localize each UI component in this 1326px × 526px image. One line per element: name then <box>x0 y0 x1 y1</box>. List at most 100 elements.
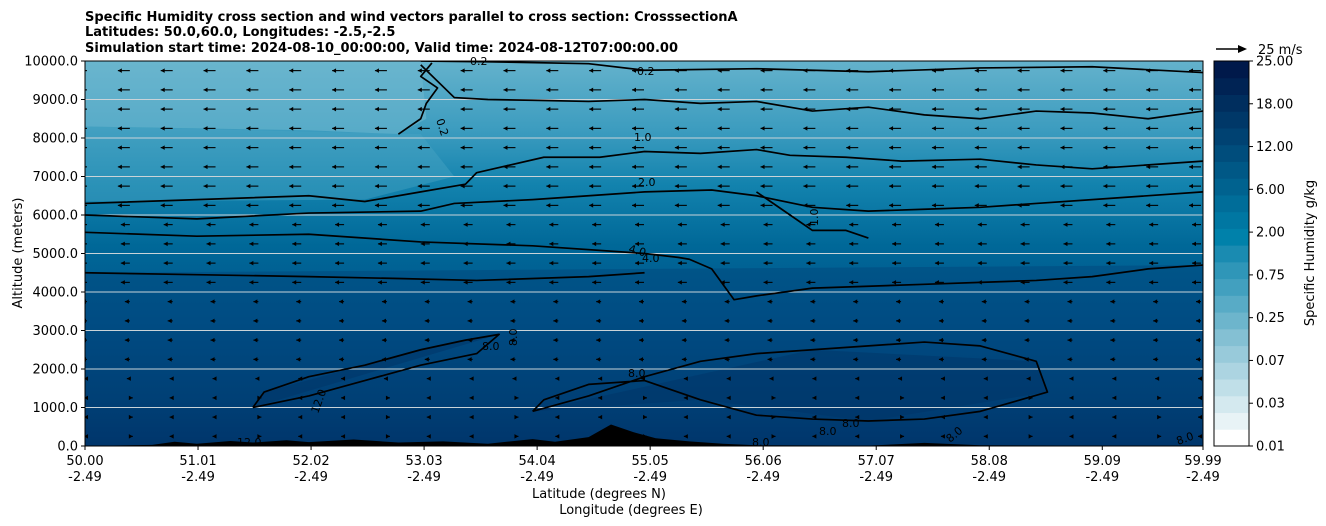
wind-vector-head <box>555 414 560 420</box>
wind-vector-head <box>760 183 765 189</box>
wind-vector-head <box>1189 164 1193 170</box>
wind-vector-head <box>1063 260 1068 266</box>
wind-vector-head <box>810 337 815 343</box>
contour-label: 1.0 <box>808 209 821 227</box>
wind-vector-head <box>160 183 165 189</box>
wind-vector-head <box>853 357 858 362</box>
wind-vector-head <box>1106 260 1111 266</box>
contour-label: 4.0 <box>642 252 660 265</box>
wind-vector-head <box>85 414 88 420</box>
x-tick-label-lon: -2.49 <box>1085 470 1119 485</box>
wind-vector-head <box>463 260 468 266</box>
wind-vector-head <box>892 260 897 266</box>
wind-vector-head <box>253 337 258 343</box>
wind-vector-head <box>717 145 722 150</box>
wind-vector-head <box>467 299 472 304</box>
wind-vector-head <box>803 183 808 189</box>
wind-vector-head <box>1067 318 1072 324</box>
wind-vector-head <box>767 299 772 304</box>
wind-vector-head <box>426 434 431 439</box>
wind-vector-head <box>771 395 776 401</box>
wind-vector-head <box>420 260 425 266</box>
wind-vector-head <box>938 299 943 304</box>
wind-vector-head <box>598 434 603 439</box>
wind-vector-head <box>210 337 215 343</box>
wind-vector-head <box>460 183 465 189</box>
wind-vector-head <box>210 357 215 362</box>
wind-vector-head <box>846 164 851 170</box>
wind-vector-head <box>1060 164 1065 170</box>
wind-vector-head <box>635 260 639 266</box>
wind-vector-head <box>940 395 945 401</box>
wind-vector-head <box>341 376 346 381</box>
wind-vector-head <box>460 126 465 131</box>
colorbar-band <box>1214 228 1249 246</box>
contour-line <box>755 191 869 239</box>
wind-vector-head <box>203 106 208 112</box>
wind-vector-head <box>855 376 860 381</box>
wind-vector-head <box>163 260 168 266</box>
wind-vector-head <box>377 222 382 227</box>
wind-vector-head <box>724 318 729 324</box>
wind-vector-head <box>332 68 337 73</box>
colorbar-band <box>1214 127 1249 146</box>
wind-vector-head <box>460 203 465 208</box>
wind-vector-head <box>1017 126 1022 131</box>
wind-vector-head <box>639 337 643 343</box>
wind-vector-head <box>717 164 722 170</box>
wind-vector-head <box>210 299 215 304</box>
x-tick-label-lon: -2.49 <box>294 470 328 485</box>
wind-vector-head <box>763 222 768 227</box>
wind-vector-head <box>1063 280 1068 285</box>
wind-vector-head <box>1189 68 1193 73</box>
wind-vector-head <box>889 68 894 73</box>
wind-vector-head <box>381 299 386 304</box>
wind-vector-head <box>374 106 379 112</box>
contour-line <box>85 189 1203 220</box>
wind-vector-head <box>763 260 768 266</box>
wind-vector-head <box>1024 357 1029 362</box>
wind-vector-head <box>767 337 772 343</box>
wind-vector-head <box>1020 280 1025 285</box>
wind-vector-head <box>503 164 508 170</box>
wind-vector-head <box>296 337 301 343</box>
wind-vector-head <box>463 241 468 247</box>
wind-vector-head <box>681 318 686 324</box>
wind-vector-head <box>889 164 894 170</box>
wind-vector-head <box>1028 395 1033 401</box>
wind-vector-head <box>592 222 597 227</box>
wind-vector-head <box>803 106 808 112</box>
wind-vector-head <box>934 260 939 266</box>
wind-vector-head <box>1192 280 1196 285</box>
wind-vector-head <box>128 414 133 420</box>
y-tick-label: 1000.0 <box>33 401 79 416</box>
wind-vector-head <box>846 68 851 73</box>
wind-vector-head <box>120 222 125 227</box>
wind-vector-head <box>889 126 894 131</box>
wind-vector-head <box>812 395 817 401</box>
wind-vector-head <box>120 241 125 247</box>
wind-vector-head <box>203 87 208 93</box>
wind-vector-head <box>632 87 636 93</box>
colorbar-band <box>1214 111 1249 129</box>
colorbar-frame <box>1213 60 1250 447</box>
wind-vector-head <box>720 280 725 285</box>
contour-label: 0.2 <box>433 117 451 138</box>
x-tick-label-lon: -2.49 <box>859 470 893 485</box>
chart-title: Specific Humidity cross section and wind… <box>85 10 738 56</box>
wind-vector-head <box>341 434 346 439</box>
wind-vector-head <box>246 126 251 131</box>
wind-vector-head <box>1112 414 1117 420</box>
wind-vector-head <box>849 260 854 266</box>
wind-vector-head <box>1110 337 1115 343</box>
wind-vector-head <box>1155 376 1160 381</box>
wind-vector-head <box>212 414 217 420</box>
contour-line <box>420 61 1203 74</box>
wind-vector-head <box>983 434 988 439</box>
wind-vector-head <box>674 126 679 131</box>
wind-vector-head <box>424 318 429 324</box>
wind-vector-head <box>803 203 808 208</box>
wind-vector-head <box>296 357 301 362</box>
wind-vector-head <box>332 106 337 112</box>
x-tick-label-lon: -2.49 <box>1186 470 1220 485</box>
